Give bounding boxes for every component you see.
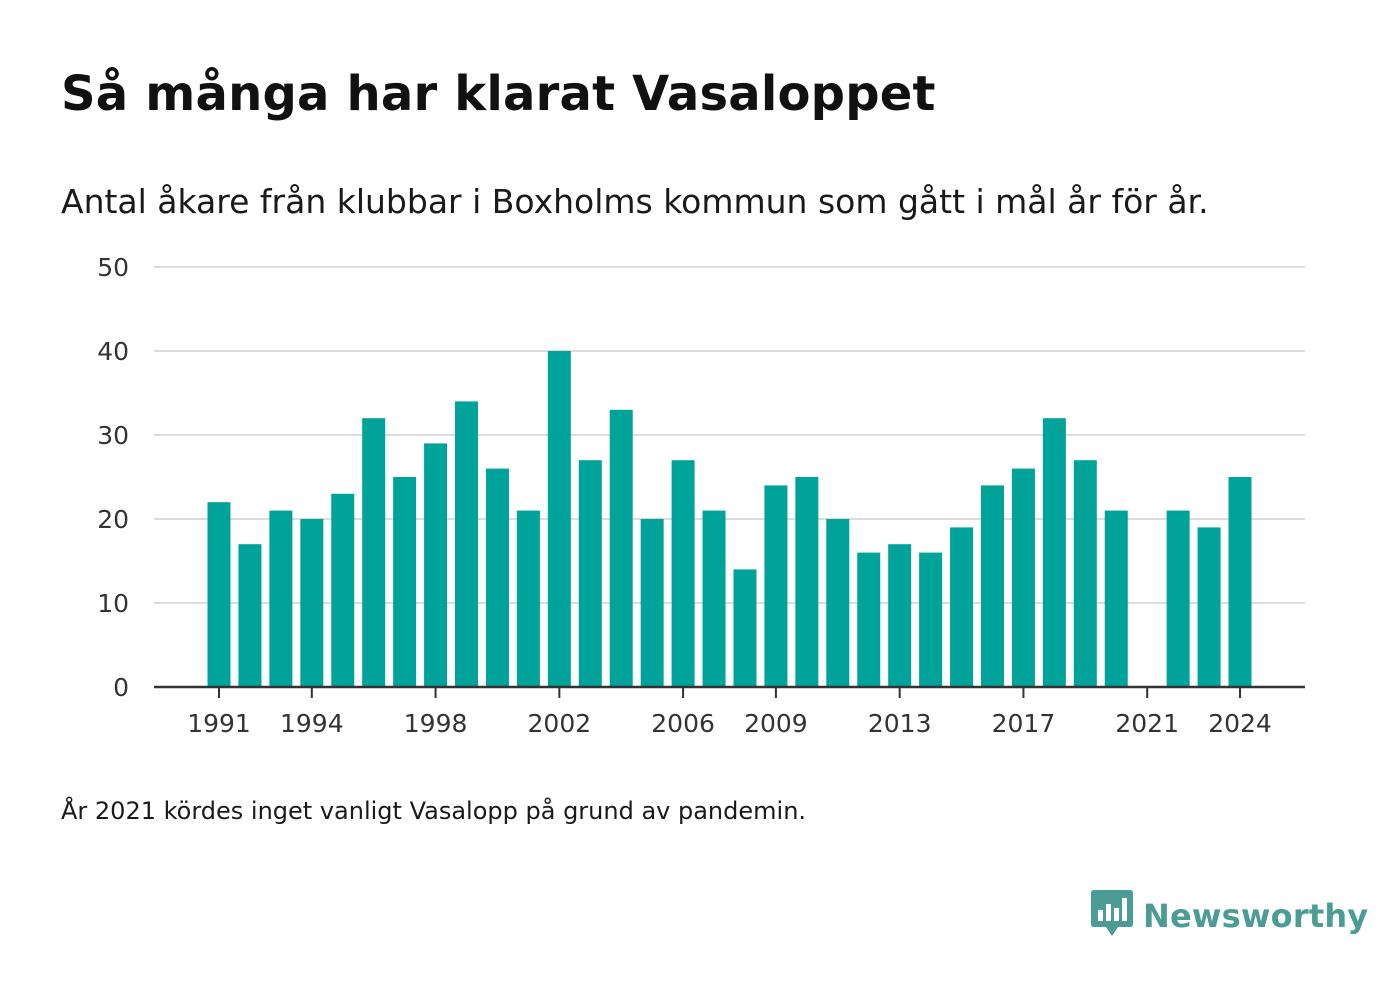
bar-1992 <box>238 544 262 687</box>
bar-2024 <box>1228 477 1252 687</box>
bar-1997 <box>393 477 417 687</box>
bar-2014 <box>919 552 943 687</box>
x-tick-label: 2006 <box>651 709 715 738</box>
chart-title: Så många har klarat Vasaloppet <box>61 66 936 122</box>
bars <box>207 351 1252 687</box>
x-axis-ticks: 1991 1994 1998 2002 2006 2009 2013 2017 2021 2024 <box>187 687 1272 738</box>
bar-2009 <box>764 485 788 687</box>
bar-2012 <box>857 552 881 687</box>
y-tick-label: 20 <box>97 505 129 534</box>
x-tick-label: 2013 <box>868 709 932 738</box>
bar-2023 <box>1197 527 1221 687</box>
chart-subtitle: Antal åkare från klubbar i Boxholms komm… <box>61 182 1209 221</box>
bar-1991 <box>207 502 231 687</box>
bar-2013 <box>888 544 912 687</box>
bar-2020 <box>1104 510 1128 687</box>
bar-2002 <box>547 351 571 687</box>
y-tick-label: 50 <box>97 253 129 282</box>
bar-2001 <box>516 510 540 687</box>
bar-2011 <box>826 519 850 687</box>
bar-1996 <box>362 418 386 687</box>
bar-1994 <box>300 519 324 687</box>
newsworthy-logo-icon <box>1091 890 1133 942</box>
bar-2018 <box>1042 418 1066 687</box>
bar-2015 <box>950 527 974 687</box>
bar-2004 <box>609 409 633 687</box>
y-tick-label: 10 <box>97 589 129 618</box>
brand-name: Newsworthy <box>1143 897 1369 935</box>
bar-2008 <box>733 569 757 687</box>
bar-2006 <box>671 460 695 687</box>
bar-2016 <box>981 485 1004 687</box>
bar-1998 <box>424 443 448 687</box>
bar-2000 <box>485 468 509 687</box>
x-tick-label: 1998 <box>404 709 468 738</box>
y-tick-label: 40 <box>97 337 129 366</box>
bar-2019 <box>1073 460 1097 687</box>
bar-2003 <box>578 460 602 687</box>
y-tick-label: 0 <box>113 673 129 702</box>
bar-1993 <box>269 510 293 687</box>
x-tick-label: 1994 <box>280 709 344 738</box>
bar-2007 <box>702 510 726 687</box>
y-axis-ticks: 0 10 20 30 40 50 <box>97 253 129 702</box>
bar-chart: 0 10 20 30 40 50 1991 1994 1998 2002 2006 2009 2013… <box>97 253 1305 738</box>
y-tick-label: 30 <box>97 421 129 450</box>
x-tick-label: 2009 <box>744 709 808 738</box>
x-tick-label: 2017 <box>992 709 1056 738</box>
bar-2022 <box>1166 510 1190 687</box>
bar-2005 <box>640 519 664 687</box>
gridlines <box>154 266 1305 604</box>
x-tick-label: 2002 <box>528 709 592 738</box>
footnote: År 2021 kördes inget vanligt Vasalopp på… <box>61 797 807 825</box>
x-tick-label: 2021 <box>1115 709 1179 738</box>
bar-1999 <box>455 401 479 687</box>
x-tick-label: 1991 <box>187 709 251 738</box>
x-tick-label: 2024 <box>1208 709 1272 738</box>
brand[interactable]: Newsworthy <box>1091 890 1368 942</box>
bar-2010 <box>795 477 819 687</box>
bar-2017 <box>1011 468 1035 687</box>
bar-1995 <box>331 493 355 687</box>
